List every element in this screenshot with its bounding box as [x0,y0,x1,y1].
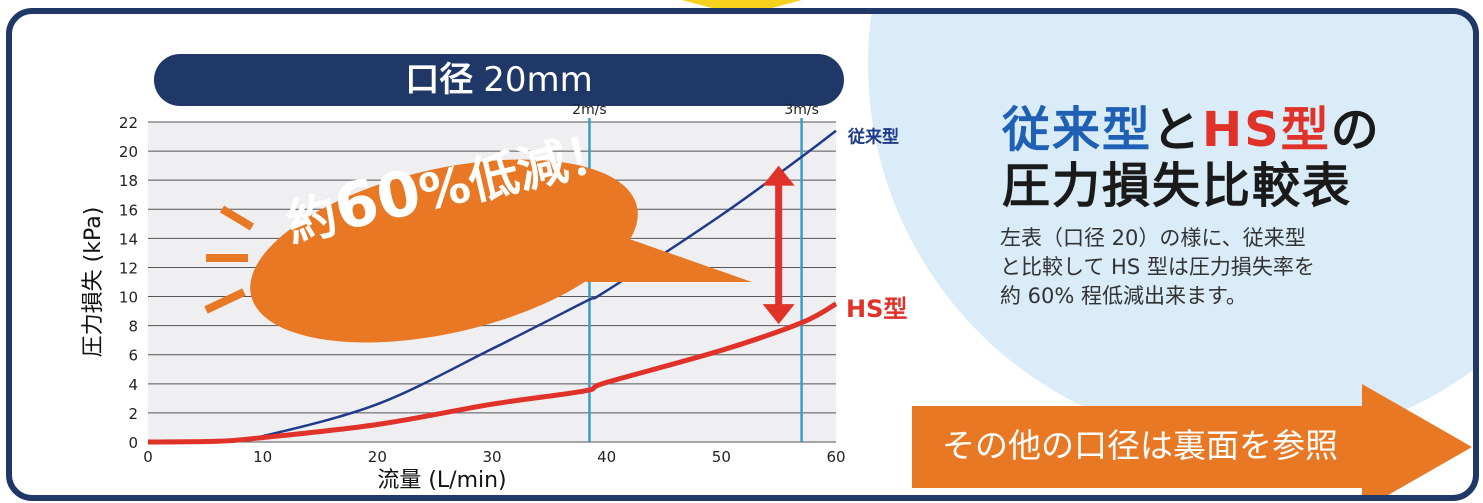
y-tick-label: 22 [119,114,138,132]
description-text: 左表（口径 20）の様に、従来型 と比較して HS 型は圧力損失率を 約 60%… [1000,224,1360,311]
cta-label[interactable]: その他の口径は裏面を参照 [942,426,1338,465]
y-axis-title: 圧力損失 (kPa) [81,207,106,358]
reduction-arrow-head-top [762,165,795,186]
x-tick-label: 60 [826,448,845,466]
x-tick-label: 20 [368,448,387,466]
speech-bubble [250,159,638,343]
x-tick-label: 10 [253,448,272,466]
series-label-hs: HS型 [846,295,907,323]
heading-segment: の [1330,102,1381,158]
y-tick-label: 6 [128,347,138,365]
heading-segment: HS型 [1202,102,1331,158]
panel-frame: 口径 20mm 0 2 4 6 8 10 12 14 16 18 20 22 0 10 20 30 40 50 60 流… [6,8,1479,501]
y-tick-label: 8 [128,318,138,336]
pressure-loss-chart: 0 2 4 6 8 10 12 14 16 18 20 22 0 10 20 30 40 50 60 流量 (L/mi… [81,102,907,493]
x-axis-title: 流量 (L/min) [377,468,506,493]
heading-line-2: 圧力損失比較表 [1002,158,1353,214]
x-tick-label: 50 [712,448,731,466]
y-tick-label: 20 [119,143,138,161]
chart-title-size: 20mm [483,60,593,100]
y-tick-label: 16 [119,201,138,219]
description-line-3: 約 60% 程低減出来ます。 [1000,284,1247,308]
y-tick-label: 2 [128,405,138,423]
y-tick-label: 12 [119,259,138,277]
x-tick-label: 0 [143,448,153,466]
series-line-hs [147,301,838,445]
heading: 従来型とHS型の 圧力損失比較表 [1002,102,1422,214]
cta-arrow[interactable] [912,384,1472,501]
x-tick-label: 40 [597,448,616,466]
y-tick-label: 4 [128,376,138,394]
emphasis-mark [204,288,246,314]
y-tick-label: 10 [119,289,138,307]
y-tick-label: 14 [119,230,138,248]
chart-title-pill: 口径 20mm [154,54,844,106]
velocity-label: 2m/s [572,102,607,118]
chart-title-label: 口径 [405,60,474,100]
heading-segment: 従来型 [1002,102,1153,158]
y-tick-label: 18 [119,172,138,190]
reduction-arrow-head-bottom [762,304,795,325]
emphasis-mark [219,205,255,231]
series-label-conventional: 従来型 [847,126,899,147]
speech-bubble-tail [572,219,752,282]
y-tick-label: 0 [128,434,138,452]
heading-segment: と [1152,102,1203,158]
velocity-label: 3m/s [784,102,819,118]
description-line-1: 左表（口径 20）の様に、従来型 [1000,226,1306,250]
heading-line-1: 従来型とHS型の [1002,102,1422,158]
x-tick-label: 30 [482,448,501,466]
description-line-2: と比較して HS 型は圧力損失率を [1000,255,1315,279]
